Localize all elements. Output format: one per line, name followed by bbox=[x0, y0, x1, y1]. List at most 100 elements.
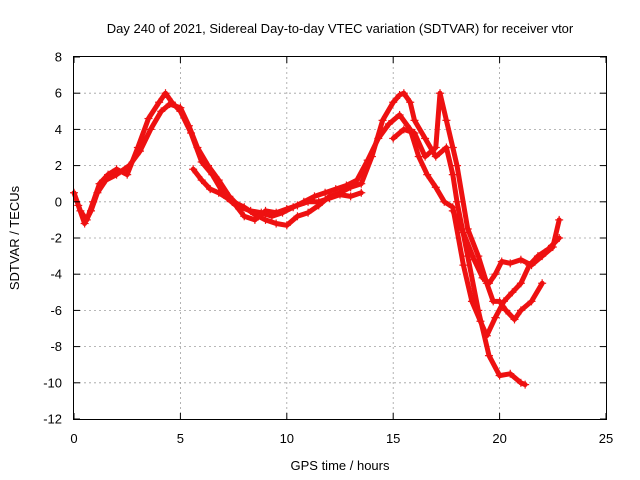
data-point bbox=[223, 194, 232, 203]
data-point bbox=[453, 161, 462, 170]
data-point bbox=[538, 252, 547, 261]
data-point bbox=[470, 255, 479, 264]
data-point bbox=[231, 201, 240, 210]
data-point bbox=[399, 125, 408, 134]
data-point bbox=[521, 380, 530, 389]
data-point bbox=[176, 103, 185, 112]
data-point bbox=[112, 170, 121, 179]
data-point bbox=[399, 89, 408, 98]
data-point bbox=[197, 176, 206, 185]
data-point bbox=[491, 313, 500, 322]
data-point bbox=[436, 89, 445, 98]
y-tick-label: 8 bbox=[55, 50, 62, 65]
data-point bbox=[374, 134, 383, 143]
data-point bbox=[555, 215, 564, 224]
data-point bbox=[527, 261, 536, 270]
data-point bbox=[497, 257, 506, 266]
y-tick-label: -8 bbox=[50, 339, 62, 354]
data-point bbox=[378, 116, 387, 125]
series-track-5 bbox=[189, 165, 366, 224]
data-point bbox=[440, 197, 449, 206]
data-point bbox=[272, 208, 281, 217]
data-point bbox=[161, 89, 170, 98]
data-point bbox=[448, 143, 457, 152]
data-point bbox=[293, 201, 302, 210]
y-axis-label: SDTVAR / TECUs bbox=[7, 185, 22, 290]
data-point bbox=[272, 219, 281, 228]
data-point bbox=[189, 165, 198, 174]
y-tick-label: 0 bbox=[55, 194, 62, 209]
data-point bbox=[342, 181, 351, 190]
data-point bbox=[548, 243, 557, 252]
data-point bbox=[389, 134, 398, 143]
data-point bbox=[184, 121, 193, 130]
data-point bbox=[314, 197, 323, 206]
data-point bbox=[395, 110, 404, 119]
data-point bbox=[157, 107, 166, 116]
data-point bbox=[448, 206, 457, 215]
data-point bbox=[282, 221, 291, 230]
data-point bbox=[474, 252, 483, 261]
data-point bbox=[389, 98, 398, 107]
data-point bbox=[165, 100, 174, 109]
data-point bbox=[214, 176, 223, 185]
data-point bbox=[510, 315, 519, 324]
data-point bbox=[74, 201, 83, 210]
data-point bbox=[410, 129, 419, 138]
data-point bbox=[463, 224, 472, 233]
x-tick-label: 25 bbox=[599, 431, 613, 446]
data-point bbox=[321, 188, 330, 197]
data-point bbox=[495, 371, 504, 380]
data-point bbox=[491, 270, 500, 279]
data-point bbox=[421, 152, 430, 161]
data-point bbox=[516, 306, 525, 315]
data-point bbox=[484, 279, 493, 288]
data-point bbox=[144, 114, 153, 123]
data-point bbox=[448, 170, 457, 179]
y-tick-label: -6 bbox=[50, 303, 62, 318]
data-point bbox=[384, 119, 393, 128]
y-tick-label: 6 bbox=[55, 86, 62, 101]
data-point bbox=[395, 91, 404, 100]
data-point bbox=[261, 206, 270, 215]
data-point bbox=[250, 215, 259, 224]
plot-frame bbox=[73, 56, 607, 420]
y-tick-label: -2 bbox=[50, 231, 62, 246]
data-point bbox=[80, 219, 89, 228]
data-point bbox=[214, 188, 223, 197]
data-point bbox=[87, 206, 96, 215]
data-point bbox=[353, 176, 362, 185]
data-point bbox=[310, 192, 319, 201]
data-point bbox=[246, 206, 255, 215]
series-track-3 bbox=[389, 89, 547, 324]
data-point bbox=[125, 161, 134, 170]
data-point bbox=[204, 161, 213, 170]
data-point bbox=[346, 192, 355, 201]
data-point bbox=[325, 194, 334, 203]
data-point bbox=[193, 143, 202, 152]
data-series bbox=[70, 89, 564, 389]
data-point bbox=[431, 183, 440, 192]
data-point bbox=[331, 185, 340, 194]
data-point bbox=[453, 197, 462, 206]
data-point bbox=[459, 261, 468, 270]
data-point bbox=[495, 297, 504, 306]
data-point bbox=[516, 255, 525, 264]
data-point bbox=[506, 369, 515, 378]
x-tick-label: 5 bbox=[177, 431, 184, 446]
series-track-2 bbox=[74, 100, 564, 340]
x-tick-label: 0 bbox=[70, 431, 77, 446]
data-point bbox=[431, 152, 440, 161]
data-point bbox=[508, 288, 517, 297]
data-point bbox=[442, 116, 451, 125]
data-point bbox=[282, 205, 291, 214]
data-point bbox=[304, 208, 313, 217]
y-tick-label: -4 bbox=[50, 267, 62, 282]
data-point bbox=[410, 116, 419, 125]
data-point bbox=[123, 170, 132, 179]
data-point bbox=[431, 143, 440, 152]
data-point bbox=[459, 228, 468, 237]
data-point bbox=[423, 170, 432, 179]
y-tick-label: -12 bbox=[43, 412, 62, 427]
